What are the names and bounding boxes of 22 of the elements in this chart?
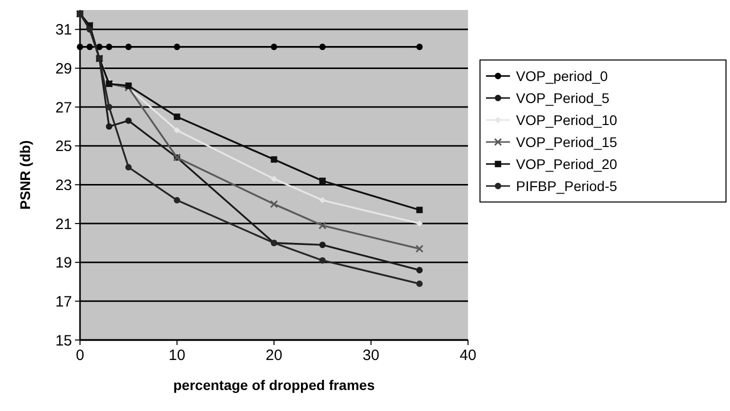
y-tick-label: 21 (55, 216, 72, 233)
y-tick-label: 31 (55, 22, 72, 39)
legend-label: VOP_Period_10 (516, 112, 618, 128)
x-tick-label: 10 (168, 347, 186, 364)
x-tick-label: 0 (76, 347, 84, 364)
y-tick-label: 29 (55, 60, 72, 78)
y-tick-label: 27 (55, 99, 72, 116)
legend-label: VOP_Period_20 (516, 156, 618, 172)
legend-label: VOP_Period_5 (516, 90, 610, 106)
y-tick-label: 15 (55, 332, 72, 350)
legend-label: VOP_Period_15 (516, 134, 618, 150)
x-tick-label: 30 (362, 347, 380, 364)
x-tick-label: 40 (460, 347, 476, 364)
legend-label: VOP_period_0 (516, 68, 608, 84)
y-axis-title: PSNR (db) (17, 140, 33, 210)
y-tick-label: 19 (55, 254, 72, 272)
x-axis-title: percentage of dropped frames (173, 377, 375, 393)
legend-label: PIFBP_Period-5 (516, 178, 618, 194)
y-tick-label: 25 (55, 138, 72, 156)
y-tick-label: 17 (55, 293, 72, 310)
y-tick-label: 23 (55, 176, 72, 194)
x-tick-label: 20 (266, 347, 282, 364)
